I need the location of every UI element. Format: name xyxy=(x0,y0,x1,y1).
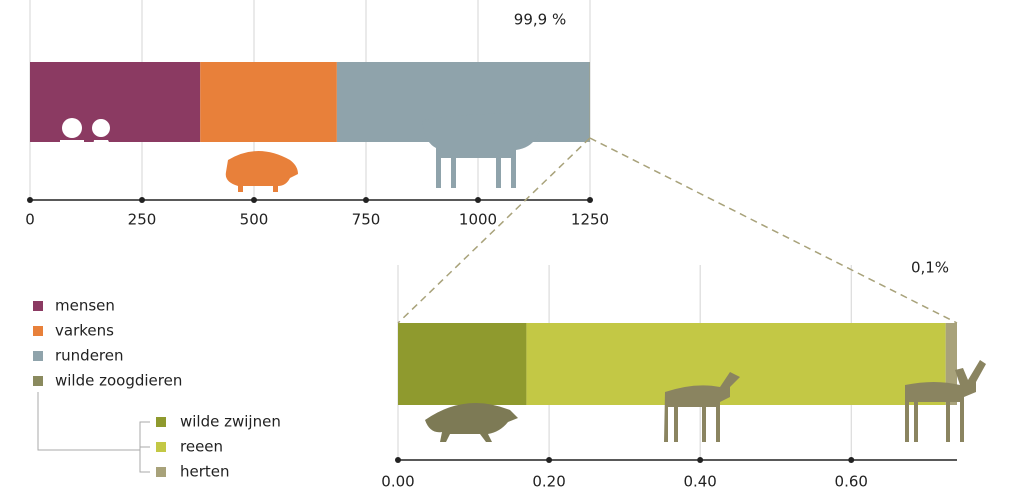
tick-dot xyxy=(139,197,145,203)
legend-bracket xyxy=(37,392,140,451)
legend-label: varkens xyxy=(55,322,114,340)
icons xyxy=(60,113,986,442)
tick-dot xyxy=(697,457,704,463)
legend-swatch xyxy=(156,417,166,427)
legend-label: wilde zwijnen xyxy=(180,413,281,431)
x-tick-label: 1250 xyxy=(571,211,609,229)
bar-segment xyxy=(30,62,201,142)
icon xyxy=(664,372,740,442)
annotation: 99,9 % xyxy=(514,11,566,29)
zoom-connector xyxy=(589,137,958,324)
legend-label: runderen xyxy=(55,347,124,365)
x-tick-label: 0.00 xyxy=(381,473,414,491)
icon xyxy=(225,151,298,192)
x-tick-label: 0 xyxy=(25,211,35,229)
bar-segment xyxy=(526,323,946,405)
x-tick-label: 0.20 xyxy=(532,473,565,491)
annotation: 0,1% xyxy=(911,259,949,277)
legend-swatch xyxy=(33,326,43,336)
icon xyxy=(60,117,84,185)
icon xyxy=(422,113,544,188)
legend-label: reeen xyxy=(180,438,223,456)
tick-dot xyxy=(546,457,553,463)
x-tick-label: 250 xyxy=(128,211,157,229)
tick-dot xyxy=(363,197,369,203)
bar-segment xyxy=(398,323,527,405)
x-tick-label: 500 xyxy=(240,211,269,229)
icon xyxy=(425,402,518,442)
tick-dot xyxy=(27,197,33,203)
legend-label: herten xyxy=(180,463,230,481)
bar-segment xyxy=(945,323,957,405)
legend-swatch xyxy=(33,301,43,311)
tick-dot xyxy=(587,197,593,203)
bar-segment xyxy=(200,62,337,142)
x-tick-label: 750 xyxy=(352,211,381,229)
x-tick-label: 0.60 xyxy=(835,473,868,491)
legend-swatch xyxy=(33,376,43,386)
icon xyxy=(90,119,120,185)
x-tick-label: 1000 xyxy=(459,211,497,229)
zoom-connector xyxy=(397,137,591,324)
legend-label: mensen xyxy=(55,297,115,315)
legend-swatch xyxy=(156,442,166,452)
x-tick-label: 0.40 xyxy=(683,473,716,491)
tick-dot xyxy=(395,457,401,463)
legend-swatch xyxy=(156,467,166,477)
icon xyxy=(905,360,986,442)
tick-dot xyxy=(475,197,481,203)
legend-label: wilde zoogdieren xyxy=(55,372,182,390)
legend-swatch xyxy=(33,351,43,361)
tick-dot xyxy=(848,457,855,463)
tick-dot xyxy=(251,197,257,203)
